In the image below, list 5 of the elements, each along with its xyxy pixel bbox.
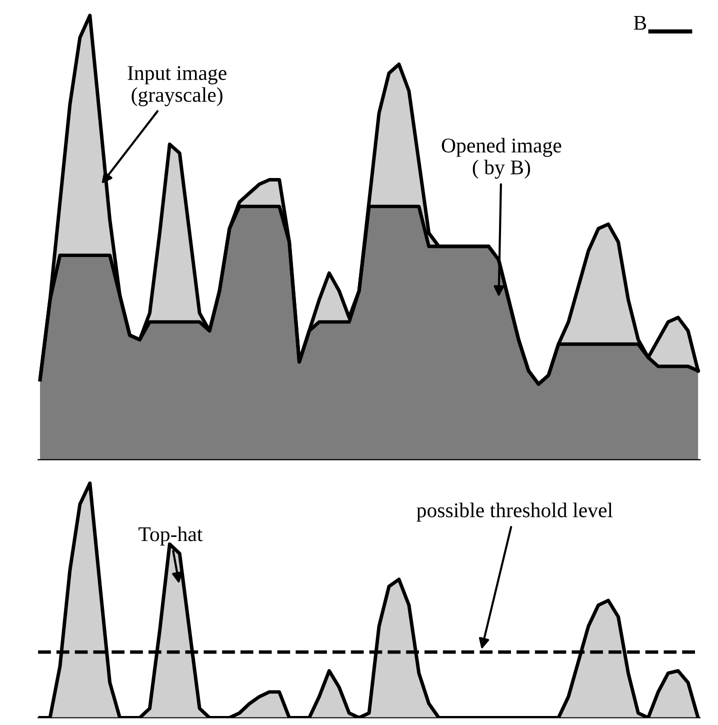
series-label: Opened image ( by B): [442, 138, 562, 179]
annotation: B: [634, 16, 646, 30]
ref-line-label: possible threshold level: [416, 502, 613, 522]
series-label: Input image (grayscale): [128, 66, 226, 106]
series-label: Top-hat: [138, 526, 203, 546]
